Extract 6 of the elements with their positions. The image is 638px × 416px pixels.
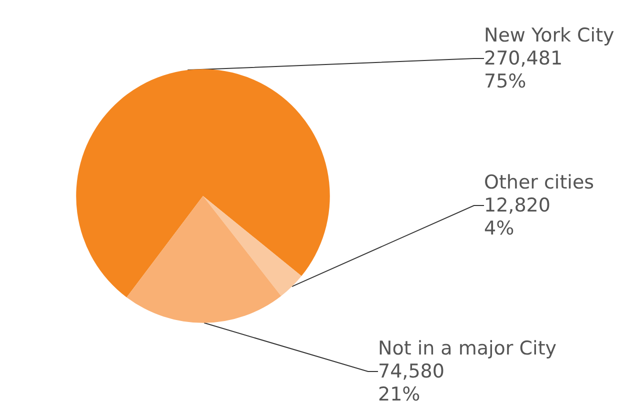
slice-label: Not in a major City [378,338,557,360]
data-label: 74,580 21% [378,360,444,406]
data-label: 270,481 75% [484,48,563,92]
data-label: 12,820 4% [484,194,550,240]
slice-label: New York City [484,24,614,46]
slice-label: Other cities [484,172,594,194]
